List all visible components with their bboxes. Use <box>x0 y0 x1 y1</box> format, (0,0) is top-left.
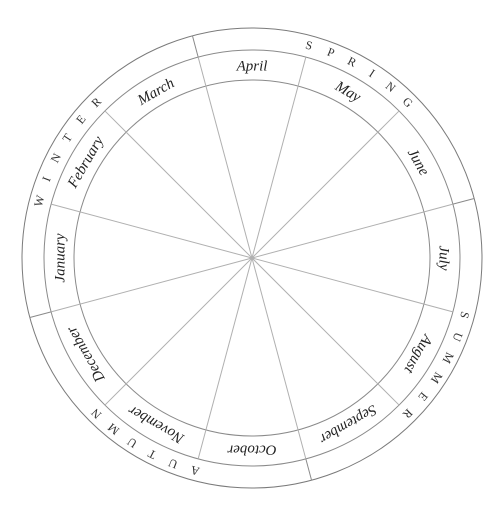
season-letter: E <box>415 389 431 404</box>
season-letter: T <box>145 446 158 462</box>
season-letter: N <box>88 405 104 421</box>
season-letter: N <box>48 151 65 165</box>
season-letter: I <box>39 175 54 184</box>
slice-divider <box>105 258 252 405</box>
season-tick <box>306 459 312 480</box>
slice-divider <box>252 258 453 312</box>
season-letter: G <box>400 94 416 110</box>
season-letter: E <box>73 112 89 127</box>
season-letter: M <box>105 420 122 438</box>
month-label: March <box>134 75 177 109</box>
slice-divider <box>252 258 399 405</box>
season-letter: U <box>449 330 465 343</box>
slice-divider <box>51 204 252 258</box>
season-letter: N <box>383 79 399 96</box>
month-label: October <box>227 442 276 458</box>
season-letter: I <box>366 66 377 80</box>
slice-divider <box>252 57 306 258</box>
slice-divider <box>198 258 252 459</box>
slice-divider <box>252 204 453 258</box>
month-label: July <box>436 246 452 271</box>
season-tick <box>453 198 474 204</box>
month-label: June <box>404 146 432 179</box>
slice-divider <box>198 57 252 258</box>
season-letter: W <box>31 193 48 208</box>
season-letter: R <box>345 54 358 70</box>
season-letter: S <box>304 38 314 53</box>
season-tick <box>192 36 198 57</box>
season-letter: M <box>428 370 446 387</box>
season-letter: S <box>457 310 472 320</box>
season-letter: R <box>400 406 416 422</box>
season-letter: P <box>325 45 337 61</box>
month-label: January <box>52 233 68 282</box>
season-letter: U <box>124 434 139 451</box>
season-letter: T <box>59 131 75 145</box>
slice-divider <box>252 258 306 459</box>
season-tick <box>30 312 51 318</box>
slice-divider <box>105 111 252 258</box>
season-letter: R <box>88 94 104 110</box>
slice-divider <box>51 258 252 312</box>
season-letter: M <box>439 350 456 366</box>
calendar-wheel-diagram: SPRINGSUMMERAUTUMNWINTER MarchAprilMayJu… <box>0 0 500 512</box>
season-letter: U <box>166 455 179 471</box>
month-label: April <box>236 58 268 74</box>
month-label: August <box>400 331 436 377</box>
season-letter: A <box>189 463 201 479</box>
slice-divider <box>252 111 399 258</box>
